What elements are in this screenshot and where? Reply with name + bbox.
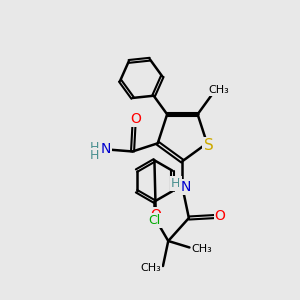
Text: N: N	[180, 180, 190, 194]
Text: H: H	[90, 149, 100, 162]
Text: N: N	[101, 142, 111, 156]
Text: CH₃: CH₃	[208, 85, 229, 95]
Text: Cl: Cl	[148, 214, 160, 227]
Text: CH₃: CH₃	[191, 244, 212, 254]
Text: CH₃: CH₃	[140, 263, 161, 273]
Text: H: H	[171, 177, 181, 190]
Text: H: H	[90, 141, 100, 154]
Text: O: O	[150, 208, 161, 222]
Text: S: S	[204, 138, 213, 153]
Text: O: O	[130, 112, 141, 126]
Text: O: O	[214, 209, 226, 223]
